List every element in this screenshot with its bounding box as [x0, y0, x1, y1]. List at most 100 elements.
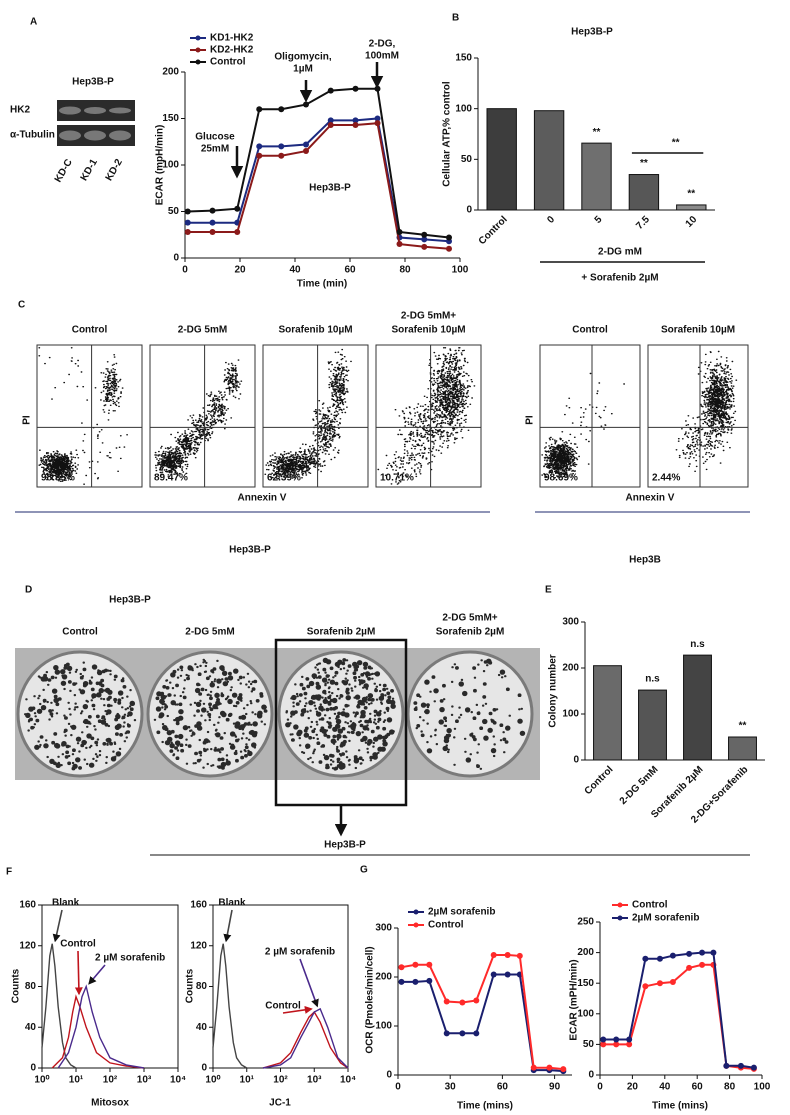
data-point [446, 245, 452, 252]
panel-label: F [6, 867, 12, 878]
annotation: 1µM [293, 64, 313, 75]
x-tick-label: 80 [399, 265, 411, 276]
data-point [398, 978, 405, 985]
data-point [600, 1036, 607, 1043]
data-point [256, 106, 263, 113]
flow-x-label: Annexin V [626, 493, 675, 504]
y-tick-label: 200 [162, 67, 179, 78]
colonies [420, 658, 526, 763]
y-tick-label: 0 [573, 755, 579, 766]
blot-band [84, 107, 106, 114]
series-label: Blank [52, 898, 80, 909]
blot-band [109, 107, 131, 114]
y-tick-label: 160 [19, 900, 36, 911]
data-point [352, 117, 359, 124]
blot-band [59, 130, 81, 141]
data-point [626, 1041, 633, 1048]
colony-condition: Control [62, 627, 98, 638]
flow-x-label: Annexin V [238, 493, 287, 504]
cell-line: Hep3B [629, 555, 661, 566]
data-point [530, 1064, 537, 1071]
colony-condition: Sorafenib 2µM [307, 627, 376, 638]
colony-condition: Sorafenib 2µM [436, 627, 505, 638]
data-point [600, 1041, 607, 1048]
cell-line: Hep3B-P [229, 545, 271, 556]
x-tick-label: 0 [395, 1082, 401, 1093]
legend-marker [195, 35, 201, 41]
bar [533, 110, 565, 211]
y-tick-label: 100 [162, 160, 179, 171]
colonies [285, 657, 396, 770]
data-point [613, 1041, 620, 1048]
data-point [352, 122, 359, 129]
data-point [443, 998, 450, 1005]
data-point [656, 955, 663, 962]
flow-condition: Control [72, 325, 108, 336]
panel-label: D [25, 585, 32, 596]
y-tick-label: 200 [562, 663, 579, 674]
series-line [212, 943, 248, 1069]
panel-label: C [18, 300, 25, 311]
data-point [396, 228, 403, 235]
x-tick-label: 30 [445, 1082, 457, 1093]
annotation: 100mM [365, 51, 399, 62]
data-point [398, 964, 405, 971]
data-point [699, 949, 706, 956]
series-line [187, 117, 450, 243]
y-tick-label: 100 [577, 1008, 594, 1019]
x-tick-label: 10⁰ [34, 1075, 49, 1086]
chart-note: Hep3B-P [309, 183, 351, 194]
flow-dots [541, 372, 625, 479]
data-point [750, 1064, 757, 1071]
flow-plot-frame [647, 344, 749, 488]
data-point [412, 978, 419, 985]
flow-percentage: 2.44% [652, 473, 680, 484]
y-tick-label: 0 [386, 1070, 392, 1081]
data-point [327, 122, 334, 129]
data-point [327, 87, 334, 94]
legend-label: Control [428, 920, 464, 931]
bar [628, 174, 660, 211]
data-point [209, 207, 216, 214]
panel-label: G [360, 865, 368, 876]
legend-label: 2µM sorafenib [428, 907, 495, 918]
x-tick-label: 10² [273, 1075, 288, 1086]
dish [16, 650, 144, 778]
significance: ** [593, 127, 601, 138]
x-tick-label: 90 [549, 1082, 561, 1093]
bar [486, 108, 517, 211]
flow-y-label: PI [22, 415, 33, 425]
bar [638, 689, 667, 761]
x-axis-label: Time (mins) [457, 1101, 513, 1112]
data-point [374, 120, 381, 127]
annotation: 25mM [201, 144, 229, 155]
data-point [459, 999, 466, 1006]
series-line [187, 122, 450, 250]
significance: ** [687, 189, 695, 200]
series-line [41, 943, 77, 1069]
flow-dots [154, 359, 243, 478]
y-tick-label: 200 [577, 947, 594, 958]
data-point [669, 978, 676, 985]
series-label: 2 µM sorafenib [95, 953, 165, 964]
flow-y-label: PI [525, 415, 536, 425]
data-point [686, 950, 693, 957]
bar [581, 142, 612, 211]
data-point [490, 951, 497, 958]
y-tick-label: 120 [19, 940, 36, 951]
annotation: 2-DG, [369, 39, 396, 50]
data-point [278, 143, 285, 150]
y-tick-label: 100 [455, 103, 472, 114]
label-arrow [282, 1005, 313, 1014]
y-tick-label: 300 [375, 923, 392, 934]
x-tick-label: 80 [724, 1082, 736, 1093]
series-label: Blank [218, 898, 246, 909]
legend-marker [195, 47, 201, 53]
data-point [642, 955, 649, 962]
significance: n.s [690, 639, 705, 650]
y-axis-label: Colony number [548, 654, 559, 727]
legend-marker [413, 909, 419, 915]
data-point [303, 101, 309, 108]
x-tick-label: 100 [754, 1082, 771, 1093]
y-axis-label: Cellular ATP,% control [442, 81, 453, 187]
